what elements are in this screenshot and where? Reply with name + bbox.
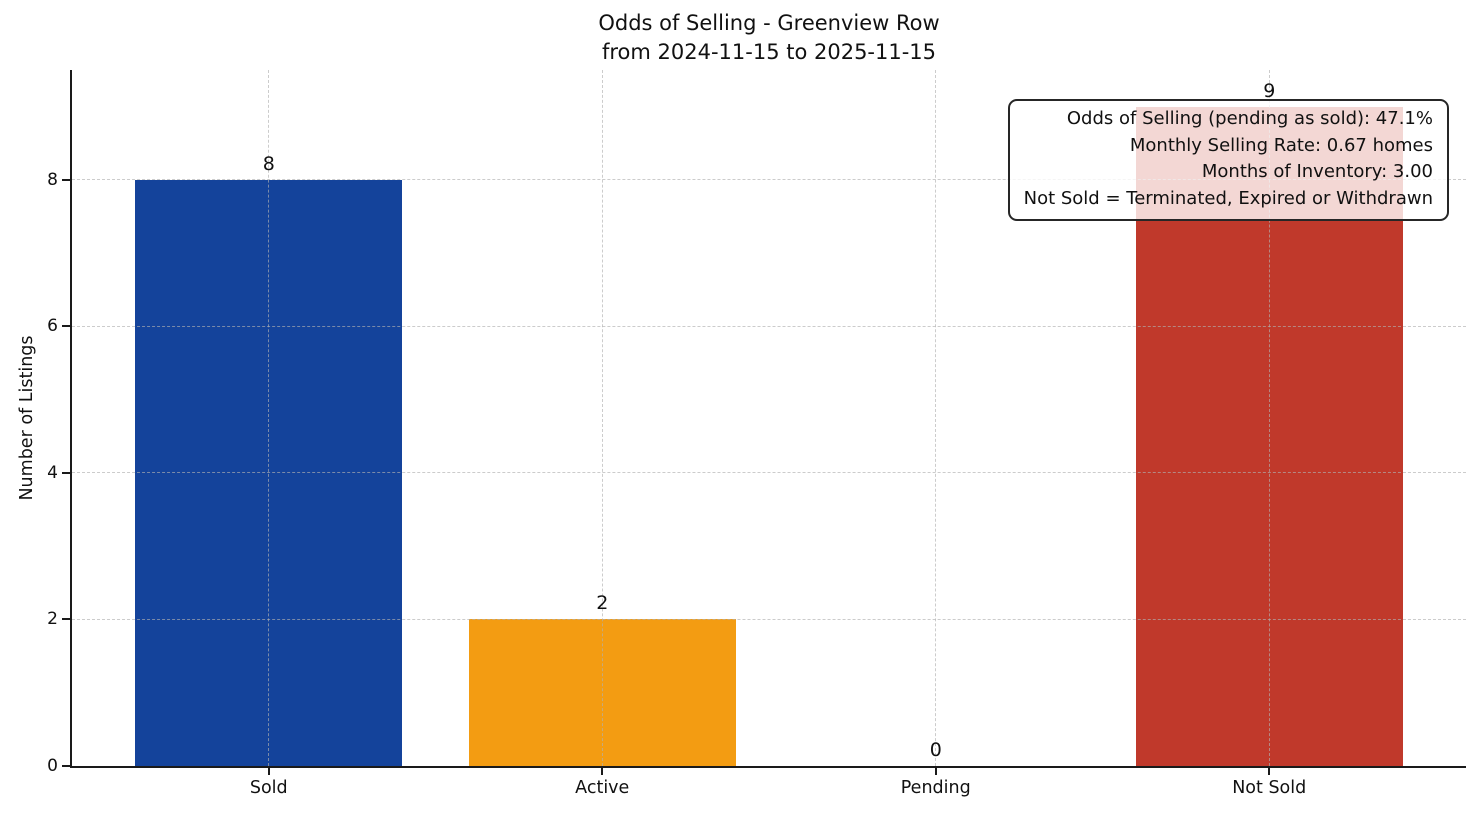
x-tick-label: Active — [575, 778, 630, 798]
x-tick-label: Not Sold — [1232, 778, 1307, 798]
y-tick-label: 0 — [47, 756, 58, 776]
bar-value-label: 0 — [929, 739, 942, 761]
x-tick-label: Sold — [249, 778, 288, 798]
x-tick-label: Pending — [900, 778, 971, 798]
chart-title-block: Odds of Selling - Greenview Row from 202… — [72, 9, 1466, 67]
x-tick-mark — [267, 768, 270, 775]
annotation-box: Odds of Selling (pending as sold): 47.1%… — [1007, 99, 1449, 221]
y-tick-label: 8 — [47, 169, 58, 190]
bar-value-label: 8 — [262, 152, 275, 175]
gridline-horizontal — [72, 472, 1466, 474]
x-tick-mark — [1268, 768, 1271, 775]
annotation-line: Odds of Selling (pending as sold): 47.1% — [1066, 108, 1433, 129]
y-tick-label: 4 — [47, 462, 58, 483]
y-tick-mark — [62, 618, 70, 621]
y-tick-mark — [62, 765, 70, 767]
gridline-vertical — [601, 70, 603, 766]
annotation-line: Monthly Selling Rate: 0.67 homes — [1129, 134, 1433, 156]
gridline-horizontal — [72, 325, 1466, 327]
x-tick-mark — [934, 768, 937, 775]
y-tick-mark — [62, 178, 70, 181]
gridline-vertical — [1268, 70, 1270, 766]
x-tick-mark — [601, 768, 604, 775]
gridline-horizontal — [72, 179, 1466, 181]
annotation-line: Not Sold = Terminated, Expired or Withdr… — [1023, 187, 1433, 209]
gridline-vertical — [935, 70, 937, 766]
y-tick-label: 6 — [47, 316, 58, 337]
annotation-line: Months of Inventory: 3.00 — [1201, 161, 1433, 182]
chart-title: Odds of Selling - Greenview Row — [598, 11, 940, 35]
gridline-horizontal — [72, 618, 1466, 620]
bar-value-label: 9 — [1263, 79, 1276, 102]
gridline-vertical — [268, 70, 270, 766]
bar-value-label: 2 — [596, 592, 609, 615]
y-tick-mark — [62, 471, 70, 474]
y-tick-mark — [62, 325, 70, 328]
y-tick-label: 2 — [47, 609, 58, 630]
chart-subtitle: from 2024-11-15 to 2025-11-15 — [601, 40, 937, 64]
